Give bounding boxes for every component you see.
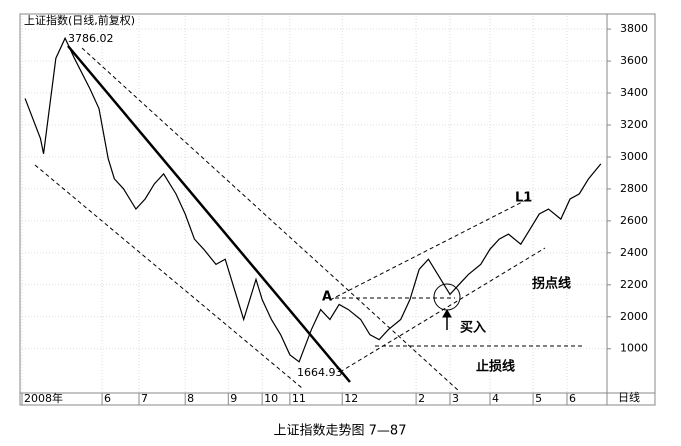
buy-arrow-head (442, 308, 452, 318)
channel-line (329, 197, 531, 301)
y-tick-label: 2400 (620, 246, 648, 259)
low-label: 1664.93 (297, 366, 343, 379)
y-tick-label: 3400 (620, 86, 648, 99)
caption: 上证指数走势图 7—87 (274, 423, 407, 439)
x-tick-label: 3 (452, 392, 459, 405)
turn-label: 拐点线 (532, 276, 571, 292)
high-label: 3786.02 (68, 32, 114, 45)
y-tick-label: 3200 (620, 118, 648, 131)
x-tick-label: 2008年 (24, 391, 63, 405)
stop-label: 止损线 (476, 359, 515, 375)
point-label: A (322, 290, 332, 305)
x-tick-label: 9 (230, 392, 237, 405)
period-label: 日线 (618, 390, 640, 404)
x-tick-label: 8 (187, 392, 194, 405)
x-tick-label: 6 (104, 392, 111, 405)
chart-title: 上证指数(日线,前复权) (24, 13, 135, 27)
y-tick-label: 3000 (620, 150, 648, 163)
y-tick-label: 2000 (620, 310, 648, 323)
channel-line (339, 247, 546, 373)
y-tick-label: 2200 (620, 278, 648, 291)
trend-lines (34, 45, 585, 393)
y-tick-label: 3600 (620, 54, 648, 67)
channel-line (34, 164, 303, 389)
x-tick-label: 4 (492, 392, 499, 405)
buy-label: 买入 (460, 321, 486, 336)
x-tick-label: 6 (569, 392, 576, 405)
x-tick-label: 11 (292, 392, 306, 405)
y-tick-label: 1000 (620, 342, 648, 355)
trend-line (67, 45, 351, 383)
x-tick-label: 10 (264, 392, 278, 405)
line-label: L1 (515, 191, 532, 206)
frame (19, 13, 656, 406)
x-tick-label: 7 (141, 392, 148, 405)
y-tick-label: 2600 (620, 214, 648, 227)
x-tick-label: 12 (344, 392, 358, 405)
price-line (24, 36, 602, 363)
x-tick-label: 5 (535, 392, 542, 405)
channel-line (81, 47, 461, 393)
y-tick-label: 3800 (620, 22, 648, 35)
y-tick-label: 2800 (620, 182, 648, 195)
x-tick-label: 2 (418, 392, 425, 405)
